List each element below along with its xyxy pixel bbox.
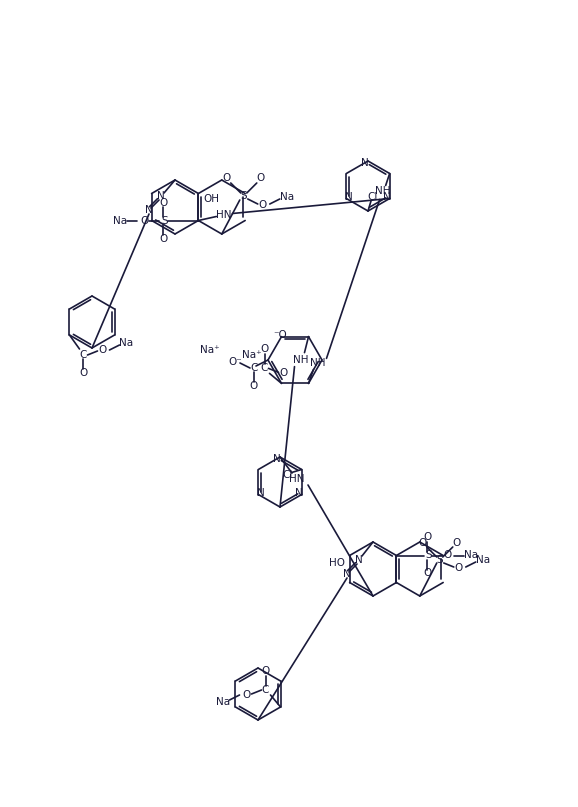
Text: Na: Na — [113, 215, 127, 225]
Text: S: S — [240, 191, 247, 201]
Text: O: O — [98, 345, 106, 355]
Text: O: O — [79, 368, 88, 378]
Text: N: N — [145, 205, 153, 215]
Text: O: O — [423, 533, 432, 542]
Text: O: O — [455, 563, 463, 573]
Text: Na: Na — [120, 338, 134, 348]
Text: O: O — [257, 173, 265, 183]
Text: Na⁺: Na⁺ — [200, 345, 220, 355]
Text: Cl: Cl — [283, 470, 293, 479]
Text: O: O — [423, 568, 432, 579]
Text: C: C — [250, 363, 258, 373]
Text: O: O — [453, 538, 461, 548]
Text: HO: HO — [329, 558, 344, 568]
Text: O: O — [160, 198, 168, 207]
Text: Na: Na — [280, 192, 294, 202]
Text: NH: NH — [375, 186, 390, 196]
Text: HN: HN — [289, 474, 305, 484]
Text: N: N — [361, 158, 369, 168]
Text: O: O — [140, 215, 149, 225]
Text: O: O — [242, 690, 251, 700]
Text: O: O — [250, 381, 258, 391]
Text: O: O — [261, 666, 270, 676]
Text: Cl: Cl — [368, 192, 378, 202]
Text: N: N — [295, 487, 302, 497]
Text: Na: Na — [476, 555, 490, 565]
Text: C: C — [80, 350, 87, 360]
Text: Na: Na — [216, 697, 231, 707]
Text: O: O — [443, 550, 451, 561]
Text: O: O — [160, 233, 168, 244]
Text: O: O — [223, 173, 231, 183]
Text: ⁻O: ⁻O — [273, 330, 287, 341]
Text: O: O — [260, 345, 269, 354]
Text: N: N — [157, 191, 165, 201]
Text: C: C — [262, 685, 269, 695]
Text: Na: Na — [464, 550, 479, 561]
Text: N: N — [343, 569, 351, 579]
Text: HN: HN — [216, 210, 231, 220]
Text: N: N — [355, 555, 363, 565]
Text: O⁻: O⁻ — [228, 357, 242, 367]
Text: N: N — [273, 454, 281, 464]
Text: N: N — [346, 191, 353, 202]
Text: O: O — [279, 368, 288, 378]
Text: O: O — [418, 538, 427, 548]
Text: C: C — [261, 363, 268, 374]
Text: Na⁺: Na⁺ — [242, 350, 261, 361]
Text: NH: NH — [310, 358, 325, 368]
Text: NH: NH — [292, 354, 308, 365]
Text: S: S — [436, 555, 443, 565]
Text: O: O — [258, 200, 267, 210]
Text: N: N — [383, 191, 391, 202]
Text: S: S — [161, 215, 168, 225]
Text: OH: OH — [203, 194, 220, 203]
Text: N: N — [257, 487, 265, 497]
Text: S: S — [425, 550, 432, 561]
